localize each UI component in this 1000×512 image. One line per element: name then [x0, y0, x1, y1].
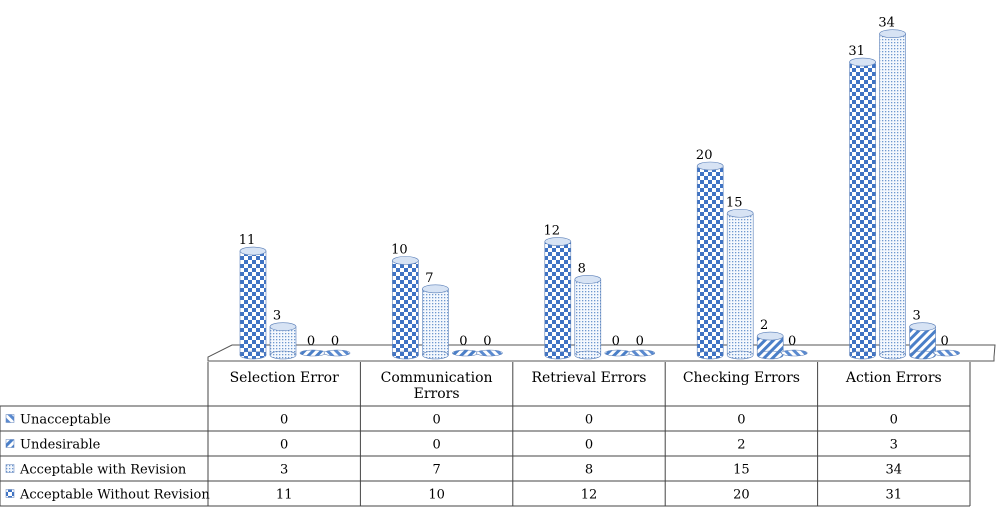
bar-acceptable-without-revision-action-errors: [849, 57, 876, 360]
value-label-acceptable-without-revision-selection-error: 11: [239, 233, 256, 248]
value-label-undesirable-communication-errors: 0: [459, 334, 467, 349]
value-label-acceptable-without-revision-communication-errors: 10: [391, 243, 408, 258]
value-label-acceptable-without-revision-checking-errors: 20: [696, 148, 713, 163]
legend-key-acceptable-without-revision: [5, 489, 15, 498]
cell-undesirable-communication-errors: 0: [432, 438, 440, 453]
cell-acceptable-with-revision-action-errors: 34: [886, 463, 903, 478]
cell-undesirable-selection-error: 0: [280, 438, 288, 453]
bar-undesirable-communication-errors: [452, 349, 479, 357]
cell-acceptable-with-revision-communication-errors: 7: [432, 463, 440, 478]
value-label-unacceptable-action-errors: 0: [940, 334, 948, 349]
value-label-unacceptable-checking-errors: 0: [788, 334, 796, 349]
value-label-acceptable-without-revision-action-errors: 31: [848, 44, 865, 59]
value-label-undesirable-retrieval-errors: 0: [612, 334, 620, 349]
cell-unacceptable-communication-errors: 0: [432, 413, 440, 428]
bar-acceptable-without-revision-retrieval-errors: [544, 237, 572, 360]
value-label-acceptable-without-revision-retrieval-errors: 12: [544, 224, 561, 239]
category-label-selection-error: Selection Error: [230, 370, 340, 386]
cell-unacceptable-checking-errors: 0: [737, 413, 745, 428]
cell-acceptable-without-revision-checking-errors: 20: [733, 488, 750, 503]
cell-acceptable-without-revision-communication-errors: 10: [428, 488, 445, 503]
value-label-unacceptable-selection-error: 0: [331, 334, 339, 349]
bar-acceptable-with-revision-communication-errors: [422, 284, 449, 360]
bar-acceptable-with-revision-selection-error: [269, 322, 297, 360]
category-label-retrieval-errors: Retrieval Errors: [531, 370, 646, 386]
bar-undesirable-checking-errors: [756, 331, 784, 360]
bar-acceptable-with-revision-retrieval-errors: [574, 275, 602, 360]
bar-unacceptable-communication-errors: [476, 349, 503, 357]
row-label-undesirable: Undesirable: [20, 438, 101, 453]
value-label-undesirable-action-errors: 3: [912, 309, 920, 324]
bar-undesirable-action-errors: [909, 322, 936, 360]
cell-unacceptable-selection-error: 0: [280, 413, 288, 428]
value-label-undesirable-selection-error: 0: [307, 334, 315, 349]
row-label-unacceptable: Unacceptable: [20, 413, 111, 428]
cell-acceptable-without-revision-retrieval-errors: 12: [581, 488, 598, 503]
cell-undesirable-action-errors: 3: [890, 438, 898, 453]
cell-acceptable-without-revision-action-errors: 31: [886, 488, 903, 503]
bar-acceptable-without-revision-communication-errors: [392, 256, 419, 360]
cell-unacceptable-action-errors: 0: [890, 413, 898, 428]
cell-acceptable-with-revision-checking-errors: 15: [733, 463, 750, 478]
cell-acceptable-without-revision-selection-error: 11: [276, 488, 293, 503]
bar-acceptable-without-revision-selection-error: [239, 246, 267, 360]
cell-acceptable-with-revision-selection-error: 3: [280, 463, 288, 478]
bar-unacceptable-checking-errors: [780, 349, 808, 357]
value-label-acceptable-with-revision-action-errors: 34: [878, 16, 895, 31]
cell-undesirable-checking-errors: 2: [737, 438, 745, 453]
value-label-unacceptable-retrieval-errors: 0: [636, 334, 644, 349]
value-label-acceptable-with-revision-retrieval-errors: 8: [578, 261, 586, 276]
cell-undesirable-retrieval-errors: 0: [585, 438, 593, 453]
category-label-communication-errors: Communication Errors: [381, 370, 493, 402]
row-label-acceptable-without-revision: Acceptable Without Revision: [19, 488, 210, 503]
legend-key-unacceptable: [5, 414, 15, 423]
bar-undesirable-selection-error: [299, 349, 327, 357]
value-label-acceptable-with-revision-checking-errors: 15: [726, 195, 743, 210]
bar-acceptable-without-revision-checking-errors: [696, 161, 724, 360]
bar-unacceptable-retrieval-errors: [628, 349, 656, 357]
value-label-acceptable-with-revision-communication-errors: 7: [425, 271, 433, 286]
value-label-acceptable-with-revision-selection-error: 3: [273, 309, 281, 324]
bar-unacceptable-selection-error: [323, 349, 351, 357]
row-label-acceptable-with-revision: Acceptable with Revision: [19, 463, 187, 478]
bar-acceptable-with-revision-checking-errors: [726, 208, 754, 360]
bar-undesirable-retrieval-errors: [604, 349, 632, 357]
value-label-unacceptable-communication-errors: 0: [483, 334, 491, 349]
cell-acceptable-with-revision-retrieval-errors: 8: [585, 463, 593, 478]
cell-unacceptable-retrieval-errors: 0: [585, 413, 593, 428]
legend-key-undesirable: [5, 439, 15, 448]
legend-key-acceptable-with-revision: [5, 464, 15, 473]
value-label-undesirable-checking-errors: 2: [760, 318, 768, 333]
category-label-checking-errors: Checking Errors: [683, 370, 800, 386]
bar-unacceptable-action-errors: [933, 349, 960, 357]
category-label-action-errors: Action Errors: [845, 370, 942, 386]
bar-acceptable-with-revision-action-errors: [879, 29, 906, 360]
